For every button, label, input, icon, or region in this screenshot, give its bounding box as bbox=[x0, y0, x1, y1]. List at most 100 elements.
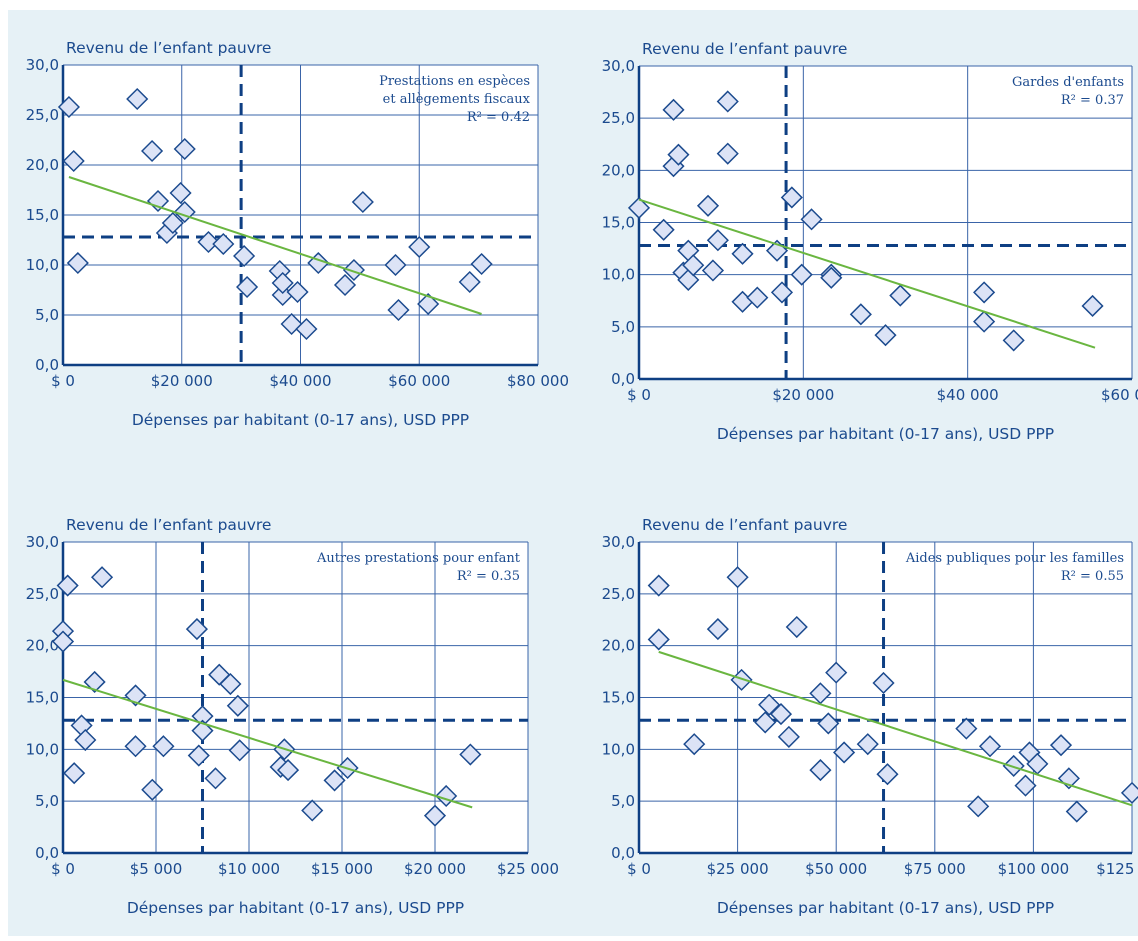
trend-line bbox=[68, 176, 482, 315]
data-point bbox=[219, 672, 242, 696]
y-tick-label: 15,0 bbox=[26, 689, 59, 707]
data-point bbox=[769, 703, 793, 726]
x-tick-label: $75 000 bbox=[904, 860, 966, 878]
data-point bbox=[458, 270, 481, 294]
x-tick-label: $40 000 bbox=[269, 372, 331, 390]
data-point bbox=[384, 253, 407, 277]
data-point bbox=[173, 137, 196, 161]
data-point bbox=[387, 298, 410, 322]
data-point bbox=[677, 268, 700, 291]
y-tick-label: 15,0 bbox=[602, 689, 635, 707]
data-point bbox=[647, 574, 670, 597]
data-point bbox=[973, 310, 996, 333]
y-tick-label: 25,0 bbox=[602, 585, 635, 603]
scatter-figure: 0,0 5,0 10,0 15,0 20,0 25,0 30,0 $ 0 $20 000 $40 … bbox=[26, 39, 1138, 917]
y-tick-label: 20,0 bbox=[602, 161, 635, 179]
y-axis-title: Revenu de l’enfant pauvre bbox=[642, 516, 847, 534]
data-point bbox=[191, 719, 214, 742]
data-point bbox=[800, 208, 823, 231]
trend-line bbox=[62, 678, 473, 809]
data-point bbox=[126, 87, 149, 111]
r-squared-label: R² = 0.55 bbox=[1061, 569, 1124, 584]
data-point bbox=[226, 694, 249, 717]
data-point bbox=[701, 259, 725, 282]
data-point bbox=[271, 271, 294, 295]
data-point bbox=[706, 618, 729, 641]
y-axis-title: Revenu de l’enfant pauvre bbox=[642, 40, 847, 58]
data-point bbox=[754, 711, 777, 734]
data-point bbox=[141, 778, 164, 801]
y-tick-label: 0,0 bbox=[611, 370, 635, 388]
panel-other-child-benefits: 0,0 5,0 10,0 15,0 20,0 25,0 30,0 $ 0 $5 000 $10 0… bbox=[26, 516, 559, 917]
data-point bbox=[1120, 781, 1138, 804]
data-point bbox=[228, 739, 251, 762]
data-point bbox=[662, 98, 685, 121]
data-point bbox=[731, 242, 754, 265]
data-point bbox=[726, 566, 749, 589]
y-tick-label: 15,0 bbox=[602, 214, 635, 232]
y-tick-label: 5,0 bbox=[35, 306, 59, 324]
y-tick-label: 25,0 bbox=[26, 106, 59, 124]
data-point bbox=[872, 671, 895, 695]
panel-cash-benefits: 0,0 5,0 10,0 15,0 20,0 25,0 30,0 $ 0 $20 000 $40 … bbox=[26, 39, 569, 429]
x-tick-label: $25 000 bbox=[497, 860, 559, 878]
data-point bbox=[286, 280, 309, 304]
data-point bbox=[90, 566, 114, 589]
r-squared-label: R² = 0.42 bbox=[467, 110, 530, 125]
y-tick-label: 30,0 bbox=[602, 57, 635, 75]
x-tick-label: $60 000 bbox=[388, 372, 450, 390]
y-tick-label: 5,0 bbox=[611, 318, 635, 336]
data-point bbox=[212, 232, 235, 256]
y-tick-label: 10,0 bbox=[26, 740, 59, 758]
data-point bbox=[683, 733, 706, 756]
data-point bbox=[746, 286, 769, 309]
data-point bbox=[1065, 800, 1088, 823]
x-tick-label: $ 0 bbox=[51, 860, 75, 878]
data-point bbox=[790, 263, 813, 286]
data-point bbox=[777, 725, 800, 748]
data-point bbox=[1081, 294, 1104, 318]
y-tick-label: 10,0 bbox=[26, 256, 59, 274]
data-point bbox=[817, 712, 840, 735]
data-point bbox=[417, 292, 440, 316]
y-tick-label: 0,0 bbox=[611, 844, 635, 862]
data-point bbox=[780, 186, 803, 209]
data-point bbox=[173, 200, 196, 224]
x-tick-label: $ 0 bbox=[627, 860, 651, 878]
y-axis-title: Revenu de l’enfant pauvre bbox=[66, 39, 271, 57]
x-tick-label: $ 0 bbox=[51, 372, 75, 390]
data-point bbox=[470, 252, 493, 276]
data-point bbox=[706, 229, 729, 252]
data-point bbox=[124, 735, 147, 758]
data-point bbox=[652, 218, 675, 241]
y-axis-title: Revenu de l’enfant pauvre bbox=[66, 516, 271, 534]
data-point bbox=[236, 275, 259, 299]
trend-line bbox=[658, 650, 1133, 807]
data-point bbox=[423, 804, 447, 827]
data-point bbox=[682, 254, 705, 277]
y-tick-label: 10,0 bbox=[602, 266, 635, 284]
data-point bbox=[647, 628, 670, 651]
data-point bbox=[57, 95, 80, 119]
data-point bbox=[169, 181, 192, 205]
data-point bbox=[874, 324, 897, 347]
data-point bbox=[770, 281, 794, 304]
data-point bbox=[716, 142, 739, 165]
data-point bbox=[280, 312, 303, 336]
data-point bbox=[1002, 329, 1025, 352]
data-point bbox=[833, 741, 856, 764]
data-point bbox=[66, 251, 89, 275]
data-point bbox=[856, 733, 879, 756]
data-point bbox=[758, 693, 781, 716]
data-point bbox=[978, 735, 1002, 758]
data-point bbox=[301, 799, 324, 822]
data-point bbox=[849, 303, 872, 326]
x-axis-title: Dépenses par habitant (0-17 ans), USD PP… bbox=[717, 899, 1054, 917]
data-point bbox=[233, 244, 256, 268]
figure: 0,0 5,0 10,0 15,0 20,0 25,0 30,0 $ 0 $20 000 $40 … bbox=[8, 10, 1138, 936]
data-point bbox=[696, 194, 720, 217]
data-point bbox=[459, 743, 482, 766]
data-point bbox=[74, 728, 97, 752]
data-point bbox=[408, 235, 431, 259]
x-tick-label: $20 000 bbox=[772, 386, 834, 404]
